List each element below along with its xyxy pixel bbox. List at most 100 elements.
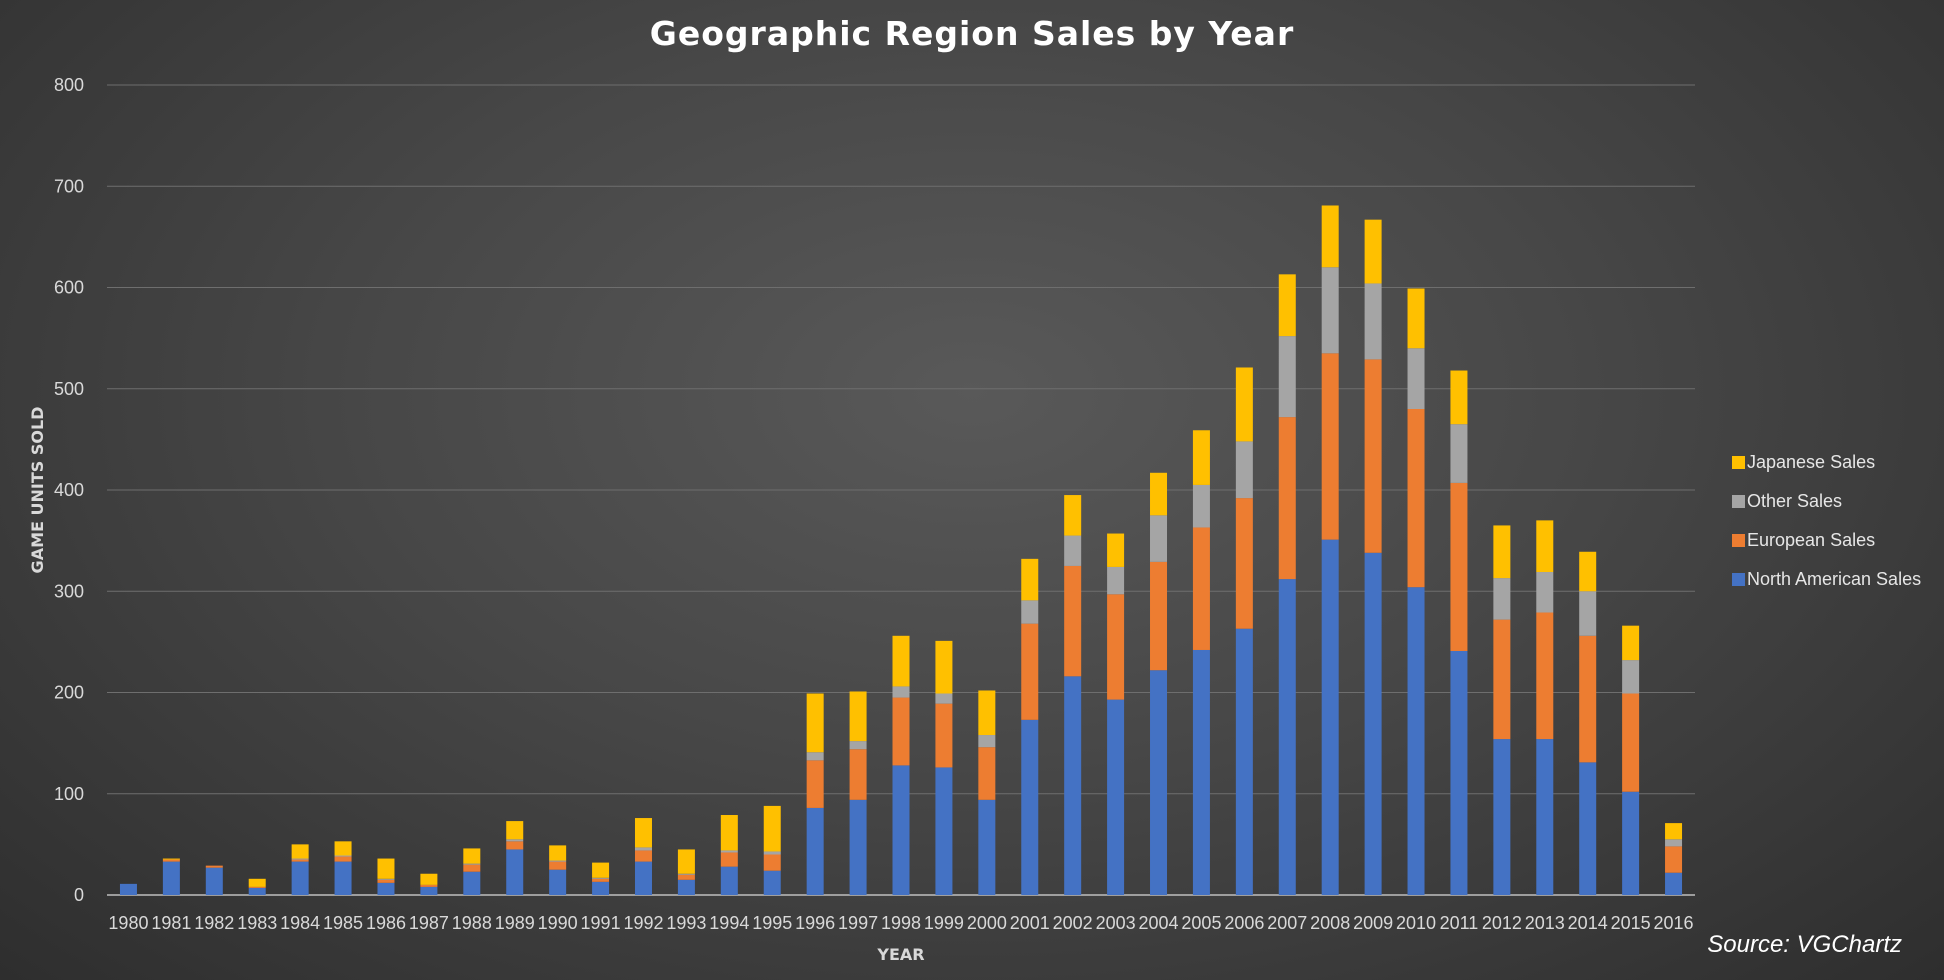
x-tick-label: 2006	[1224, 913, 1264, 933]
bar-2000-japanese-sales	[978, 690, 996, 736]
bar-2015-other-sales	[1622, 660, 1640, 694]
bar-2004-european-sales	[1150, 561, 1168, 671]
bar-2003-european-sales	[1107, 594, 1125, 700]
bar-1989-european-sales	[506, 841, 524, 850]
bar-2011-japanese-sales	[1450, 370, 1468, 425]
bar-2007-other-sales	[1278, 336, 1296, 418]
bar-2000-other-sales	[978, 735, 996, 748]
bar-1983-european-sales	[248, 886, 266, 888]
bar-1986-japanese-sales	[377, 858, 395, 879]
bar-1989-north-american-sales	[506, 849, 524, 895]
bar-1998-north-american-sales	[892, 765, 910, 895]
bar-2002-european-sales	[1064, 565, 1082, 677]
bar-1993-japanese-sales	[677, 849, 695, 874]
bar-2009-other-sales	[1364, 283, 1382, 360]
bar-1997-japanese-sales	[849, 691, 867, 742]
x-tick-label: 1987	[409, 913, 449, 933]
x-tick-label: 1991	[581, 913, 621, 933]
y-tick-label: 700	[54, 176, 84, 196]
legend-swatch-other-sales	[1732, 495, 1745, 508]
y-tick-label: 500	[54, 379, 84, 399]
bar-1984-north-american-sales	[291, 861, 309, 895]
bar-1986-north-american-sales	[377, 882, 395, 895]
bar-1987-japanese-sales	[420, 873, 438, 885]
bar-1981-north-american-sales	[162, 861, 180, 895]
bar-1992-japanese-sales	[634, 818, 652, 848]
bar-1989-japanese-sales	[506, 821, 524, 840]
x-tick-label: 1986	[366, 913, 406, 933]
bar-2002-other-sales	[1064, 535, 1082, 566]
x-tick-label: 1988	[452, 913, 492, 933]
bar-1997-other-sales	[849, 741, 867, 750]
bar-2013-european-sales	[1536, 612, 1554, 740]
bar-2003-japanese-sales	[1107, 533, 1125, 567]
bar-2013-japanese-sales	[1536, 520, 1554, 573]
bar-1981-japanese-sales	[162, 858, 180, 860]
bar-1996-north-american-sales	[806, 807, 824, 895]
bar-2000-european-sales	[978, 747, 996, 800]
bar-1985-european-sales	[334, 856, 352, 862]
bar-1998-other-sales	[892, 686, 910, 698]
x-tick-label: 1992	[623, 913, 663, 933]
bar-1990-other-sales	[549, 860, 567, 862]
x-tick-label: 2003	[1096, 913, 1136, 933]
x-axis-ticks: 1980 1981 1982 1983 1984 1985 1986 1987 1988 1989…	[108, 913, 1693, 933]
x-tick-label: 1982	[194, 913, 234, 933]
bar-2011-north-american-sales	[1450, 650, 1468, 895]
bar-1984-japanese-sales	[291, 844, 309, 859]
bar-1983-japanese-sales	[248, 878, 266, 887]
legend-label: European Sales	[1747, 530, 1875, 550]
bar-2014-other-sales	[1579, 591, 1597, 636]
bar-1990-north-american-sales	[549, 869, 567, 895]
x-tick-label: 1981	[151, 913, 191, 933]
bar-2011-other-sales	[1450, 424, 1468, 483]
bar-2012-north-american-sales	[1493, 739, 1511, 895]
bar-2005-european-sales	[1192, 527, 1210, 650]
bar-2016-north-american-sales	[1665, 872, 1683, 895]
bar-1995-european-sales	[763, 854, 781, 871]
bar-2005-north-american-sales	[1192, 649, 1210, 895]
x-tick-label: 1997	[838, 913, 878, 933]
bar-1998-japanese-sales	[892, 635, 910, 687]
bar-1994-european-sales	[720, 852, 738, 867]
bar-1985-north-american-sales	[334, 861, 352, 895]
bar-1983-north-american-sales	[248, 887, 266, 895]
bar-1993-european-sales	[677, 874, 695, 880]
x-tick-label: 1985	[323, 913, 363, 933]
bar-2000-north-american-sales	[978, 799, 996, 895]
bar-1995-japanese-sales	[763, 805, 781, 852]
x-tick-label: 2004	[1138, 913, 1178, 933]
y-axis-title: GAME UNITS SOLD	[28, 407, 47, 574]
x-tick-label: 2013	[1525, 913, 1565, 933]
x-tick-label: 1995	[752, 913, 792, 933]
bar-1991-north-american-sales	[592, 881, 610, 895]
bar-2016-european-sales	[1665, 846, 1683, 873]
bar-2003-other-sales	[1107, 566, 1125, 595]
bar-2009-european-sales	[1364, 359, 1382, 553]
bar-2001-european-sales	[1021, 623, 1039, 720]
legend: Japanese Sales Other Sales European Sales N…	[1732, 452, 1921, 589]
bar-2010-north-american-sales	[1407, 587, 1425, 895]
bar-1980-north-american-sales	[119, 883, 137, 895]
bar-2004-other-sales	[1150, 515, 1168, 562]
bar-2007-european-sales	[1278, 417, 1296, 580]
x-tick-label: 2001	[1010, 913, 1050, 933]
bar-2014-japanese-sales	[1579, 551, 1597, 592]
x-tick-label: 2012	[1482, 913, 1522, 933]
bar-1989-other-sales	[506, 839, 524, 842]
bar-2016-japanese-sales	[1665, 823, 1683, 840]
chart-title: Geographic Region Sales by Year	[650, 14, 1294, 53]
bar-1992-other-sales	[634, 847, 652, 851]
legend-swatch-japanese-sales	[1732, 456, 1745, 469]
bar-1999-north-american-sales	[935, 767, 953, 895]
bar-1987-european-sales	[420, 884, 438, 887]
bar-1982-european-sales	[205, 865, 223, 868]
bar-1993-north-american-sales	[677, 879, 695, 895]
x-axis-title: YEAR	[876, 945, 924, 964]
bar-1985-japanese-sales	[334, 841, 352, 856]
bar-2002-north-american-sales	[1064, 676, 1082, 895]
bar-1990-european-sales	[549, 861, 567, 870]
bar-1990-japanese-sales	[549, 845, 567, 861]
bar-2014-north-american-sales	[1579, 762, 1597, 895]
